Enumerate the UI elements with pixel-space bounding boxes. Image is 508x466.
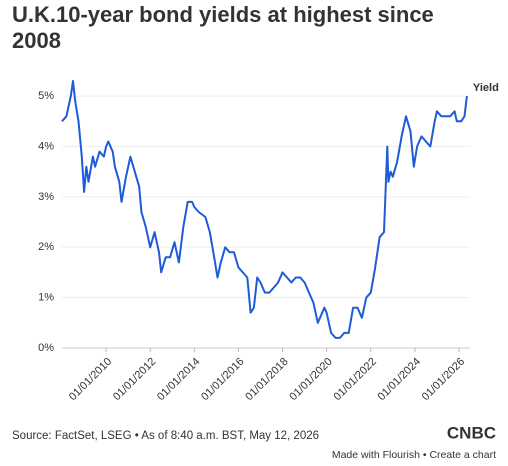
logo: CNBC: [447, 423, 496, 442]
x-tick-label: 01/01/2022: [332, 356, 379, 403]
x-tick-label: 01/01/2010: [67, 356, 114, 403]
y-tick-label: 2%: [38, 241, 54, 253]
x-tick-label: 01/01/2012: [111, 356, 158, 403]
y-tick-label: 3%: [38, 191, 54, 203]
x-tick-label: 01/01/2024: [376, 356, 423, 403]
line: [61, 80, 468, 339]
source: Source: FactSet, LSEG • As of 8:40 a.m. …: [12, 430, 319, 442]
y-tick-label: 1%: [38, 292, 54, 304]
x-tick-label: 01/01/2016: [199, 356, 246, 403]
y-tick-label: 4%: [38, 140, 54, 152]
x-tick-label: 01/01/2026: [420, 356, 467, 403]
chart-title: U.K.10-year bond yields at highest since…: [12, 2, 434, 53]
x-tick-label: 01/01/2018: [243, 356, 290, 403]
x-tick-label: 01/01/2020: [287, 356, 334, 403]
legend-label: Yield: [473, 82, 499, 94]
y-tick-label: 5%: [38, 90, 54, 102]
y-tick-label: 0%: [38, 342, 54, 354]
footer[interactable]: Made with Flourish • Create a chart: [332, 449, 496, 461]
x-tick-label: 01/01/2014: [155, 356, 202, 403]
